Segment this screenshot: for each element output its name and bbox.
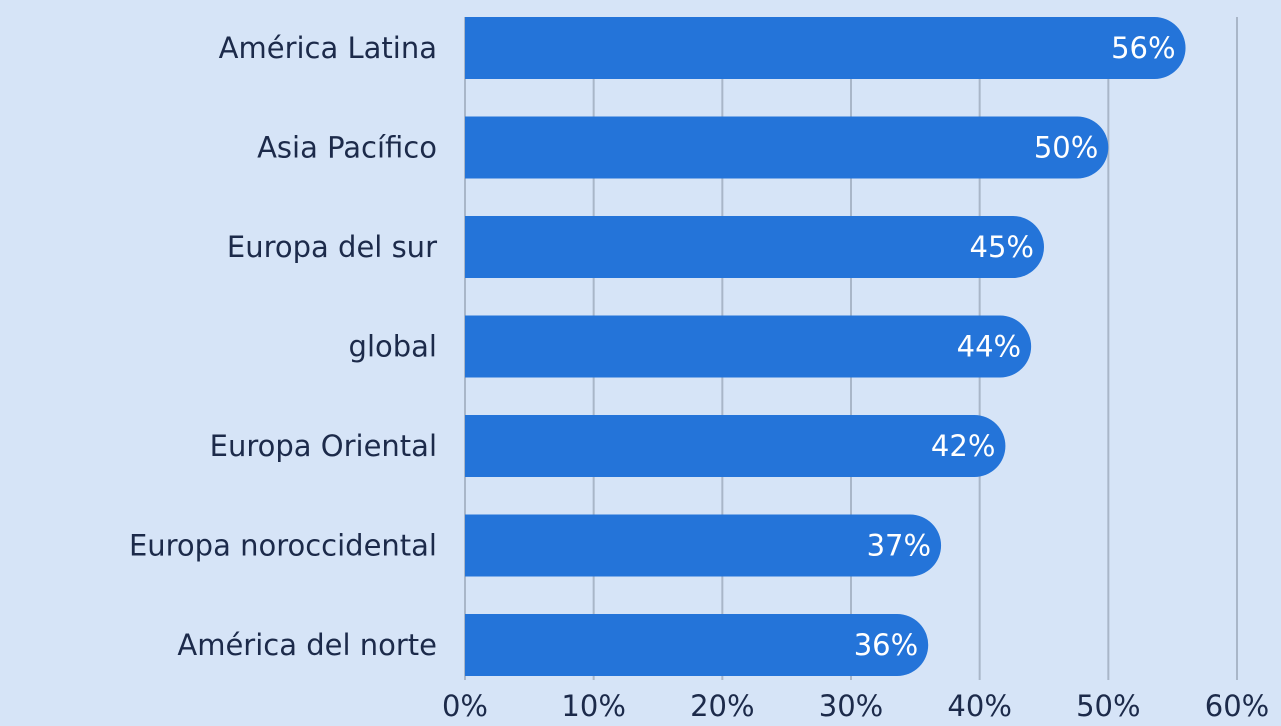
x-tick-label: 60% xyxy=(1205,689,1269,723)
value-label: 45% xyxy=(970,230,1034,264)
bar xyxy=(465,514,942,577)
y-tick-label: Europa noroccidental xyxy=(129,529,437,563)
bar xyxy=(465,315,1032,378)
y-tick-label: Europa Oriental xyxy=(210,429,437,463)
x-tick-label: 20% xyxy=(690,689,754,723)
value-label: 50% xyxy=(1034,131,1098,165)
value-label: 37% xyxy=(867,529,931,563)
y-tick-label: América del norte xyxy=(177,628,437,662)
y-tick-label: Europa del sur xyxy=(227,230,437,264)
x-tick-label: 10% xyxy=(561,689,625,723)
x-tick-label: 40% xyxy=(947,689,1011,723)
value-label: 44% xyxy=(957,330,1021,364)
bar xyxy=(465,216,1044,278)
bar xyxy=(465,614,929,676)
x-tick-label: 0% xyxy=(442,689,488,723)
y-tick-label: América Latina xyxy=(219,31,437,65)
bar xyxy=(465,116,1109,179)
x-tick-label: 50% xyxy=(1076,689,1140,723)
y-tick-label: global xyxy=(349,330,437,364)
y-tick-label: Asia Pacífico xyxy=(257,131,437,165)
value-label: 36% xyxy=(854,628,918,662)
bar xyxy=(465,17,1186,79)
value-label: 42% xyxy=(931,429,995,463)
x-tick-label: 30% xyxy=(819,689,883,723)
value-label: 56% xyxy=(1111,31,1175,65)
bar xyxy=(465,415,1006,477)
